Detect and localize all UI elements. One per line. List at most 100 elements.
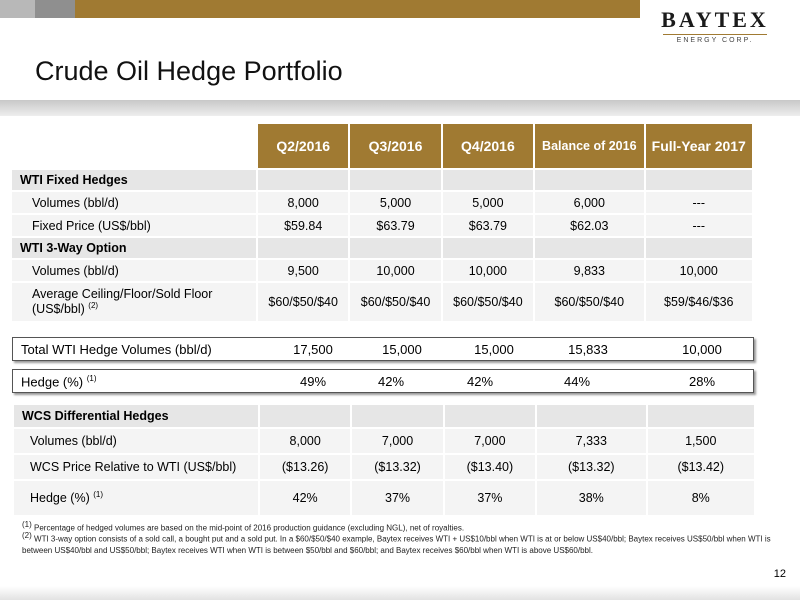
cell: --- [645,215,752,236]
page-title: Crude Oil Hedge Portfolio [35,56,343,86]
hedge-percent-value: 28% [688,374,716,389]
cell: $62.03 [535,215,644,236]
footnote-text: WTI 3-way option consists of a sold call… [22,534,771,555]
cell: 9,500 [258,260,349,281]
title-underline-bar [0,100,800,116]
cell: ($13.42) [647,455,754,479]
footnote-mark: (2) [22,531,32,540]
cell: 10,000 [645,260,752,281]
top-bar-segment-gray-dark [35,0,75,18]
hedge-percent-value: 42% [466,374,494,389]
row-label: Volumes (bbl/d) [12,260,256,281]
cell: 7,333 [537,429,646,453]
table-row: Hedge (%) (1) 42% 37% 37% 38% 8% [14,481,754,515]
footnote-ref: (2) [88,301,99,311]
section-row-wti-fixed: WTI Fixed Hedges [12,170,752,190]
total-wti-value: 17,500 [293,342,333,357]
section-label: WTI Fixed Hedges [12,170,256,190]
table-row: Volumes (bbl/d) 8,000 5,000 5,000 6,000 … [12,192,752,213]
wcs-differential-table: WCS Differential Hedges Volumes (bbl/d) … [12,403,756,517]
footnote-mark: (1) [22,520,32,529]
header-row: Q2/2016 Q3/2016 Q4/2016 Balance of 2016 … [12,124,752,168]
cell: $60/$50/$40 [442,283,534,321]
total-wti-value: 10,000 [682,342,722,357]
row-label: Hedge (%) (1) [14,481,258,515]
row-label: WCS Price Relative to WTI (US$/bbl) [14,455,258,479]
cell: $59.84 [258,215,349,236]
wti-hedge-table: Q2/2016 Q3/2016 Q4/2016 Balance of 2016 … [10,122,754,323]
cell: 10,000 [442,260,534,281]
cell: $59/$46/$36 [645,283,752,321]
cell: $60/$50/$40 [535,283,644,321]
footnote-2: (2) WTI 3-way option consists of a sold … [22,530,782,556]
bottom-gradient-bar [0,586,800,600]
cell: 42% [260,481,351,515]
hedge-percent-value: 44% [563,374,591,389]
header-blank-cell [12,124,256,168]
row-label-text: Average Ceiling/Floor/Sold Floor (US$/bb… [32,287,213,317]
hedge-percent-box: Hedge (%) (1) 49% 42% 42% 44% 28% [12,369,754,393]
total-wti-label: Total WTI Hedge Volumes (bbl/d) [21,342,212,357]
cell: 37% [352,481,443,515]
header-full-year-2017: Full-Year 2017 [645,124,752,168]
cell: 5,000 [350,192,441,213]
table-row: Average Ceiling/Floor/Sold Floor (US$/bb… [12,283,752,321]
section-label: WCS Differential Hedges [14,405,258,427]
header-q3-2016: Q3/2016 [350,124,441,168]
section-row-wcs: WCS Differential Hedges [14,405,754,427]
footnote-text: Percentage of hedged volumes are based o… [34,523,465,533]
section-row-wti-3way: WTI 3-Way Option [12,238,752,258]
logo-name: BAYTEX [661,7,769,32]
cell: 37% [444,481,536,515]
cell: $63.79 [442,215,534,236]
total-wti-value: 15,000 [474,342,514,357]
row-label: Fixed Price (US$/bbl) [12,215,256,236]
top-color-bar [0,0,640,18]
header-balance-2016: Balance of 2016 [535,124,644,168]
cell: 7,000 [352,429,443,453]
row-label-text: Hedge (%) [30,491,90,506]
footnote-ref: (1) [93,490,104,500]
cell: 10,000 [350,260,441,281]
row-label: Volumes (bbl/d) [14,429,258,453]
cell: 9,833 [535,260,644,281]
row-label: Average Ceiling/Floor/Sold Floor (US$/bb… [12,283,256,321]
hedge-percent-label: Hedge (%) (1) [21,374,97,389]
hedge-percent-value: 42% [377,374,405,389]
cell: ($13.26) [260,455,351,479]
table-row: Volumes (bbl/d) 8,000 7,000 7,000 7,333 … [14,429,754,453]
cell: ($13.32) [352,455,443,479]
hedge-percent-value: 49% [299,374,327,389]
baytex-logo: BAYTEX ENERGY CORP. [645,8,785,50]
cell: $60/$50/$40 [258,283,349,321]
top-bar-segment-gray-light [0,0,35,18]
header-q4-2016: Q4/2016 [442,124,534,168]
cell: ($13.40) [444,455,536,479]
header-q2-2016: Q2/2016 [258,124,349,168]
cell: --- [645,192,752,213]
footnote-ref: (1) [86,374,97,383]
table-row: Fixed Price (US$/bbl) $59.84 $63.79 $63.… [12,215,752,236]
cell: $63.79 [350,215,441,236]
hedge-percent-label-text: Hedge (%) [21,374,84,390]
cell: 8% [647,481,754,515]
total-wti-hedge-volumes-box: Total WTI Hedge Volumes (bbl/d) 17,500 1… [12,337,754,361]
table-row: Volumes (bbl/d) 9,500 10,000 10,000 9,83… [12,260,752,281]
page-number: 12 [773,568,786,580]
cell: 7,000 [444,429,536,453]
cell: 8,000 [258,192,349,213]
table-row: WCS Price Relative to WTI (US$/bbl) ($13… [14,455,754,479]
cell: ($13.32) [537,455,646,479]
logo-rule [663,34,767,35]
cell: 8,000 [260,429,351,453]
total-wti-value: 15,833 [568,342,608,357]
top-bar-segment-gold [75,0,640,18]
section-label: WTI 3-Way Option [12,238,256,258]
row-label: Volumes (bbl/d) [12,192,256,213]
cell: 5,000 [442,192,534,213]
cell: 6,000 [535,192,644,213]
cell: $60/$50/$40 [350,283,441,321]
cell: 38% [537,481,646,515]
cell: 1,500 [647,429,754,453]
footnote-1: (1) Percentage of hedged volumes are bas… [22,519,464,534]
